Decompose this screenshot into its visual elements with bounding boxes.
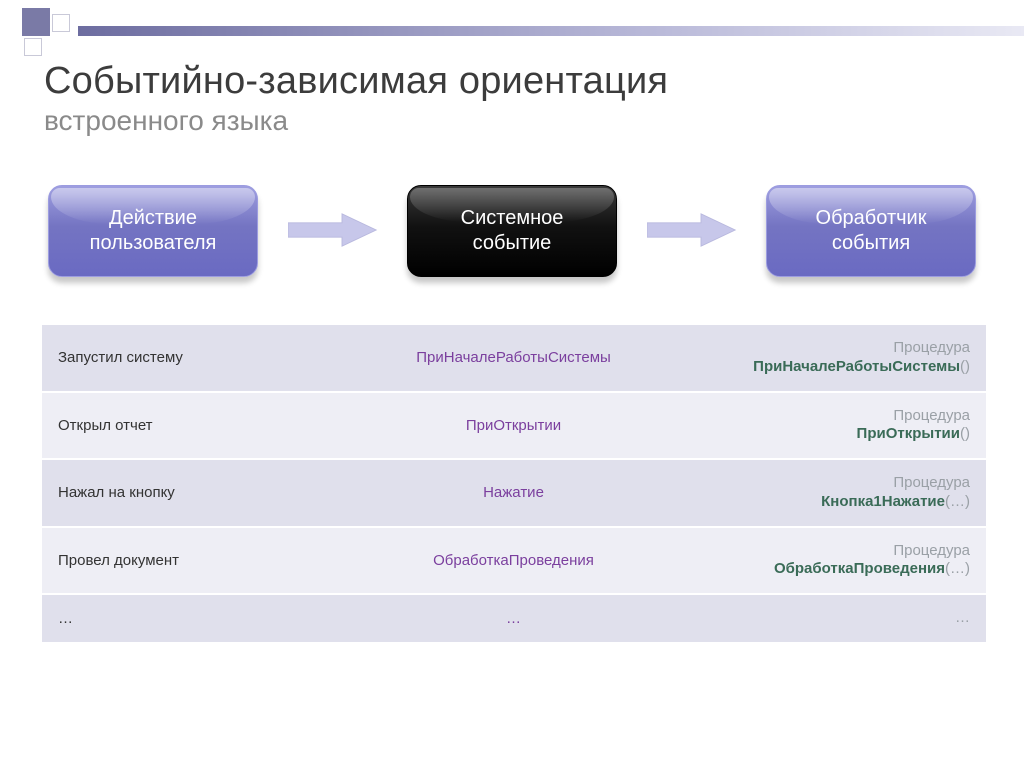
- cell-action: …: [42, 593, 356, 642]
- header-bar: [78, 26, 1024, 36]
- cell-action: Запустил систему: [42, 323, 356, 391]
- box-line: Системное: [461, 206, 564, 231]
- arrow-icon: [288, 212, 378, 250]
- cell-action: Провел документ: [42, 526, 356, 594]
- box-line: событие: [473, 231, 552, 256]
- title-main: Событийно-зависимая ориентация: [44, 60, 980, 103]
- title-sub: встроенного языка: [44, 105, 980, 137]
- table-row: Провел документОбработкаПроведенияПроцед…: [42, 526, 986, 594]
- flow-box-system-event: Системное событие: [407, 185, 617, 277]
- cell-action: Открыл отчет: [42, 391, 356, 459]
- cell-handler: ПроцедураКнопка1Нажатие(…): [671, 458, 986, 526]
- cell-event: Нажатие: [356, 458, 670, 526]
- cell-handler: ПроцедураОбработкаПроведения(…): [671, 526, 986, 594]
- cell-handler: …: [671, 593, 986, 642]
- cell-action: Нажал на кнопку: [42, 458, 356, 526]
- cell-event: ОбработкаПроведения: [356, 526, 670, 594]
- flow-box-user-action: Действие пользователя: [48, 185, 258, 277]
- flow-box-event-handler: Обработчик события: [766, 185, 976, 277]
- table-row: Запустил системуПриНачалеРаботыСистемыПр…: [42, 323, 986, 391]
- title-block: Событийно-зависимая ориентация встроенно…: [44, 60, 980, 137]
- box-line: события: [832, 231, 910, 256]
- cell-event: ПриНачалеРаботыСистемы: [356, 323, 670, 391]
- corner-ornament: [22, 8, 72, 58]
- arrow-icon: [647, 212, 737, 250]
- cell-handler: ПроцедураПриОткрытии(): [671, 391, 986, 459]
- cell-event: …: [356, 593, 670, 642]
- table-row: ………: [42, 593, 986, 642]
- box-line: Действие: [109, 206, 197, 231]
- events-table: Запустил системуПриНачалеРаботыСистемыПр…: [42, 323, 986, 642]
- cell-handler: ПроцедураПриНачалеРаботыСистемы(): [671, 323, 986, 391]
- cell-event: ПриОткрытии: [356, 391, 670, 459]
- box-line: Обработчик: [816, 206, 927, 231]
- table-row: Открыл отчетПриОткрытииПроцедураПриОткры…: [42, 391, 986, 459]
- flow-diagram: Действие пользователя Системное событие …: [48, 185, 976, 277]
- table-row: Нажал на кнопкуНажатиеПроцедураКнопка1На…: [42, 458, 986, 526]
- box-line: пользователя: [90, 231, 217, 256]
